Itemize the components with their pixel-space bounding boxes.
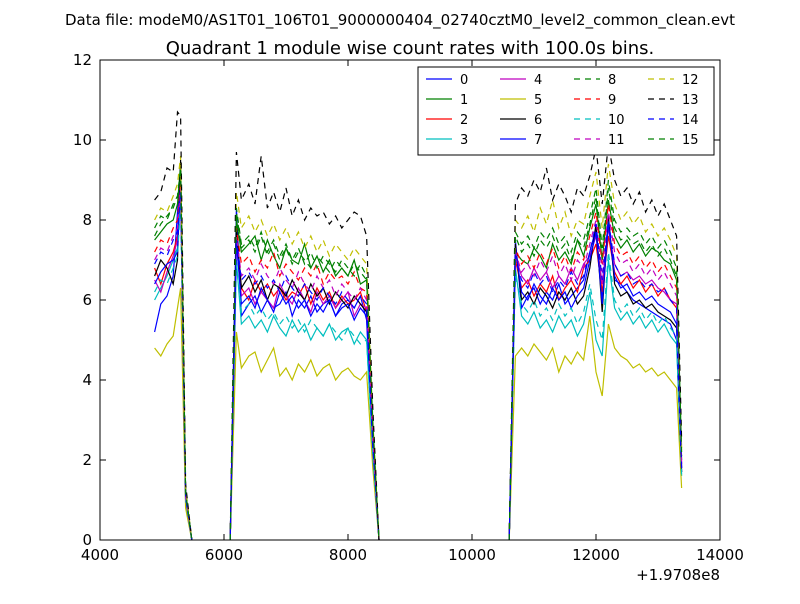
legend-label-11: 11	[608, 133, 625, 148]
series-5-line-2	[229, 331, 380, 541]
series-15-line-2	[229, 207, 380, 541]
legend-label-5: 5	[534, 93, 542, 108]
series-8-line-2	[229, 211, 380, 541]
series-3-line-3	[508, 259, 683, 541]
series-10	[154, 203, 683, 541]
legend-label-12: 12	[682, 73, 699, 88]
series-13-line-2	[229, 151, 380, 541]
legend-label-4: 4	[534, 73, 542, 88]
series-7-line-3	[508, 223, 683, 541]
x-tick-label: 12000	[572, 546, 620, 564]
y-tick-label: 4	[82, 371, 92, 389]
series-15	[154, 167, 683, 541]
series-10-line-2	[229, 263, 380, 541]
plot-frame	[99, 59, 721, 541]
x-tick-label: 6000	[205, 546, 243, 564]
series-3-line-2	[229, 259, 380, 541]
legend-label-9: 9	[608, 93, 616, 108]
legend-label-10: 10	[608, 113, 625, 128]
legend-label-3: 3	[460, 133, 468, 148]
series-8-line-1	[154, 171, 193, 541]
y-tick-label: 10	[73, 131, 92, 149]
series-10-line-1	[154, 203, 193, 541]
series-7-line-2	[229, 239, 380, 541]
legend-label-14: 14	[682, 113, 699, 128]
series-15-line-1	[154, 167, 193, 541]
chart-title: Quadrant 1 module wise count rates with …	[166, 38, 655, 59]
series-9-line-3	[508, 203, 683, 541]
series-14-line-3	[508, 219, 683, 541]
series-14-line-1	[154, 191, 193, 541]
y-tick-label: 0	[82, 531, 92, 549]
series-9-line-2	[229, 227, 380, 541]
x-tick-label: 8000	[329, 546, 367, 564]
y-tick-label: 12	[73, 51, 92, 69]
legend-label-7: 7	[534, 133, 542, 148]
series-5-line-3	[508, 315, 683, 541]
legend-label-13: 13	[682, 93, 699, 108]
series-1-line-2	[229, 219, 380, 541]
series-1-line-3	[508, 199, 683, 541]
x-tick-label: 14000	[696, 546, 744, 564]
series-14	[154, 191, 683, 541]
series-12	[154, 155, 683, 541]
series-15-line-3	[508, 179, 683, 541]
series-10-line-3	[508, 251, 683, 541]
series-11-line-3	[508, 211, 683, 541]
legend-label-1: 1	[460, 93, 468, 108]
series-12-line-3	[508, 163, 683, 541]
x-tick-label: 10000	[448, 546, 496, 564]
figure-supertitle: Data file: modeM0/AS1T01_106T01_90000004…	[65, 11, 735, 30]
y-tick-label: 8	[82, 211, 92, 229]
series-8	[154, 171, 683, 541]
series-11-line-2	[229, 235, 380, 541]
legend-box	[417, 66, 715, 156]
series-13-line-1	[154, 110, 193, 541]
series-12-line-1	[154, 155, 193, 541]
series-8-line-3	[508, 187, 683, 541]
series-layer	[154, 110, 683, 541]
legend-label-2: 2	[460, 113, 468, 128]
legend-label-15: 15	[682, 133, 699, 148]
x-tick-label: 4000	[81, 546, 119, 564]
y-tick-label: 2	[82, 451, 92, 469]
series-14-line-2	[229, 239, 380, 541]
legend-label-0: 0	[460, 73, 468, 88]
x-offset-label: +1.9708e8	[636, 566, 720, 584]
legend-label-6: 6	[534, 113, 542, 128]
y-tick-label: 6	[82, 291, 92, 309]
legend-label-8: 8	[608, 73, 616, 88]
series-2-line-3	[508, 235, 683, 541]
